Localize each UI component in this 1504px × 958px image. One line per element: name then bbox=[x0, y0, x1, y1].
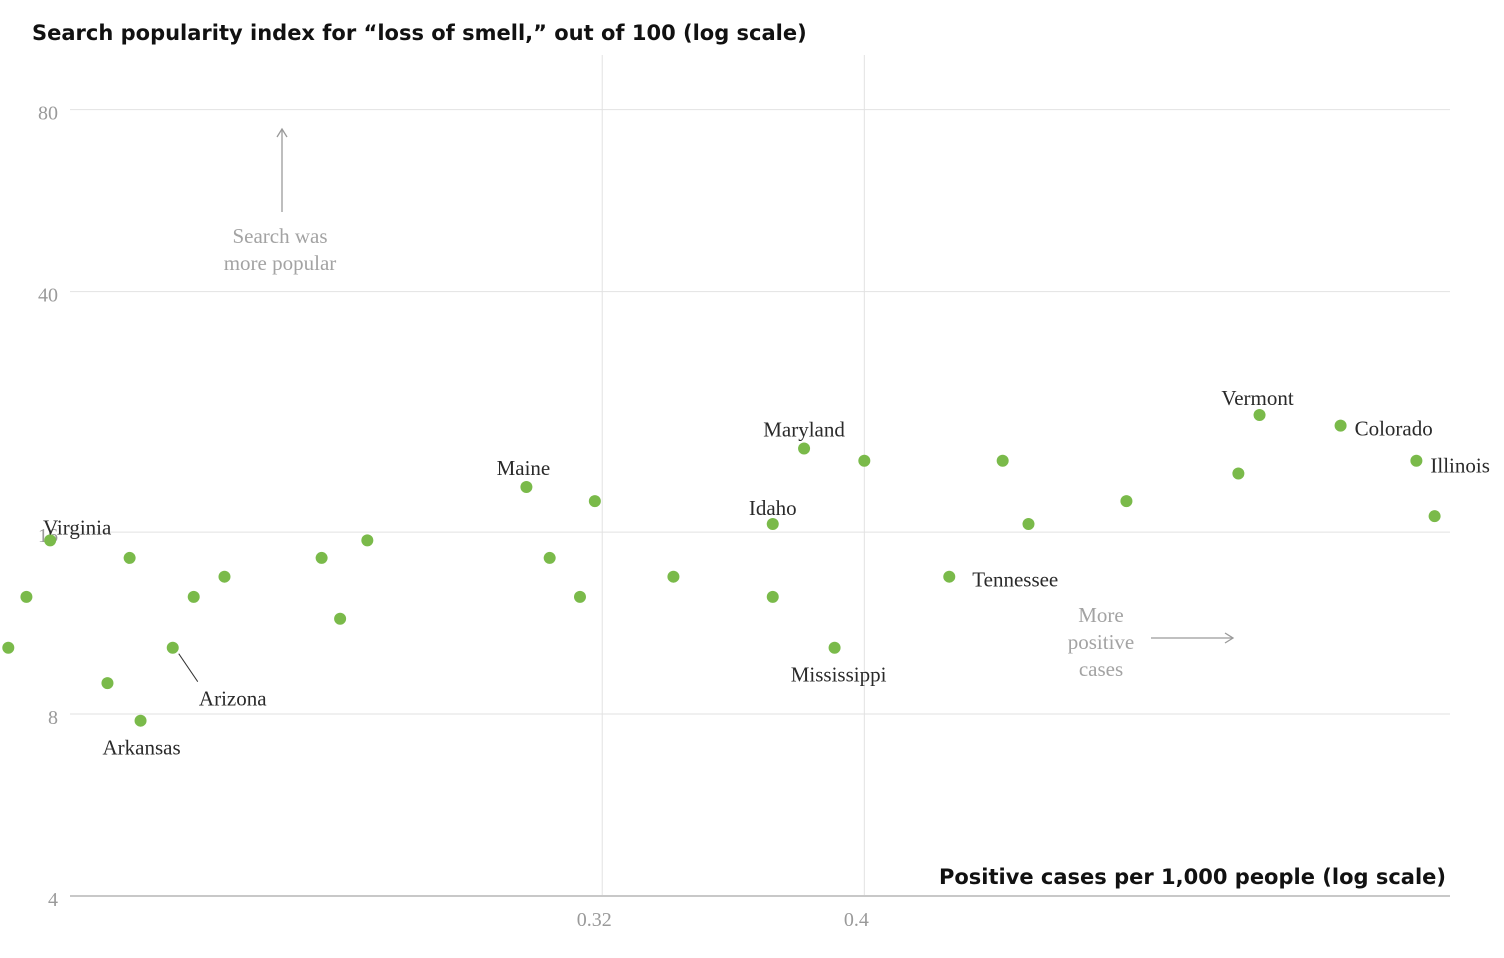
point-36 bbox=[315, 551, 328, 564]
annotation-line: More bbox=[1078, 603, 1124, 627]
point-37 bbox=[334, 612, 347, 625]
point-33 bbox=[123, 551, 136, 564]
y-tick-label-8: 8 bbox=[48, 707, 58, 729]
annotation-search-popular: Search was more popular bbox=[224, 127, 337, 275]
point-46 bbox=[1022, 518, 1035, 531]
point-colorado bbox=[1334, 419, 1347, 432]
point-49 bbox=[1428, 510, 1441, 523]
point-labels: New YorkNew JerseyLouisianaMichiganConne… bbox=[43, 386, 1490, 760]
gridlines bbox=[70, 55, 1450, 896]
point-maine bbox=[520, 480, 533, 493]
x-tick-label-0-32: 0.32 bbox=[577, 909, 612, 931]
label-idaho: Idaho bbox=[749, 496, 797, 520]
point-41 bbox=[573, 590, 586, 603]
y-tick-label-40: 40 bbox=[38, 285, 58, 307]
point-illinois bbox=[1410, 454, 1423, 467]
label-vermont: Vermont bbox=[1221, 386, 1293, 410]
point-maryland bbox=[798, 442, 811, 455]
label-leader-lines bbox=[178, 653, 199, 682]
label-colorado: Colorado bbox=[1355, 417, 1433, 441]
y-tick-labels: 48164080 bbox=[38, 103, 58, 911]
data-points bbox=[2, 408, 1441, 727]
point-45 bbox=[996, 454, 1009, 467]
point-tennessee bbox=[943, 570, 956, 583]
label-mississippi: Mississippi bbox=[791, 663, 887, 687]
leader-arizona bbox=[178, 653, 199, 682]
point-34 bbox=[187, 590, 200, 603]
point-44 bbox=[858, 454, 871, 467]
x-axis-title: Positive cases per 1,000 people (log sca… bbox=[939, 865, 1446, 889]
label-tennessee: Tennessee bbox=[972, 568, 1058, 592]
label-arkansas: Arkansas bbox=[102, 736, 180, 760]
point-42 bbox=[667, 570, 680, 583]
point-30 bbox=[20, 590, 33, 603]
point-32 bbox=[101, 677, 114, 690]
point-43 bbox=[766, 590, 779, 603]
right-arrowhead-icon bbox=[1224, 632, 1235, 644]
x-tick-label-0-4: 0.4 bbox=[844, 909, 869, 931]
point-mississippi bbox=[828, 641, 841, 654]
annotation-line: Search was bbox=[232, 224, 327, 248]
point-29 bbox=[2, 641, 15, 654]
label-maryland: Maryland bbox=[763, 418, 845, 442]
y-axis-title: Search popularity index for “loss of sme… bbox=[32, 21, 807, 45]
y-tick-label-4: 4 bbox=[48, 889, 58, 911]
point-40 bbox=[543, 551, 556, 564]
point-arizona bbox=[166, 641, 179, 654]
label-virginia: Virginia bbox=[43, 515, 112, 539]
point-arkansas bbox=[134, 714, 147, 727]
point-idaho bbox=[766, 518, 779, 531]
label-maine: Maine bbox=[497, 456, 551, 480]
label-illinois: Illinois bbox=[1430, 454, 1490, 478]
point-vermont bbox=[1253, 408, 1266, 421]
y-tick-label-80: 80 bbox=[38, 103, 58, 125]
annotation-more-cases: More positive cases bbox=[1068, 603, 1235, 681]
annotation-line: more popular bbox=[224, 251, 337, 275]
point-virginia bbox=[44, 534, 57, 547]
point-35 bbox=[218, 570, 231, 583]
annotation-line: cases bbox=[1079, 657, 1123, 681]
point-47 bbox=[1120, 495, 1133, 508]
up-arrowhead-icon bbox=[276, 127, 288, 138]
x-tick-labels: 0.160.320.40.81.64 bbox=[577, 909, 869, 931]
annotation-line: positive bbox=[1068, 630, 1135, 654]
point-48 bbox=[1232, 467, 1245, 480]
label-arizona: Arizona bbox=[199, 687, 267, 711]
point-38 bbox=[361, 534, 374, 547]
point-39 bbox=[588, 495, 601, 508]
